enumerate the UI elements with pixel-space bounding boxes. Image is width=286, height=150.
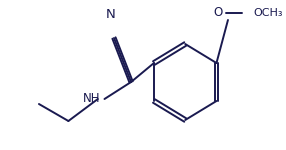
Text: NH: NH	[82, 93, 100, 105]
Text: OCH₃: OCH₃	[253, 8, 283, 18]
Text: O: O	[214, 6, 223, 20]
Text: N: N	[105, 8, 115, 21]
